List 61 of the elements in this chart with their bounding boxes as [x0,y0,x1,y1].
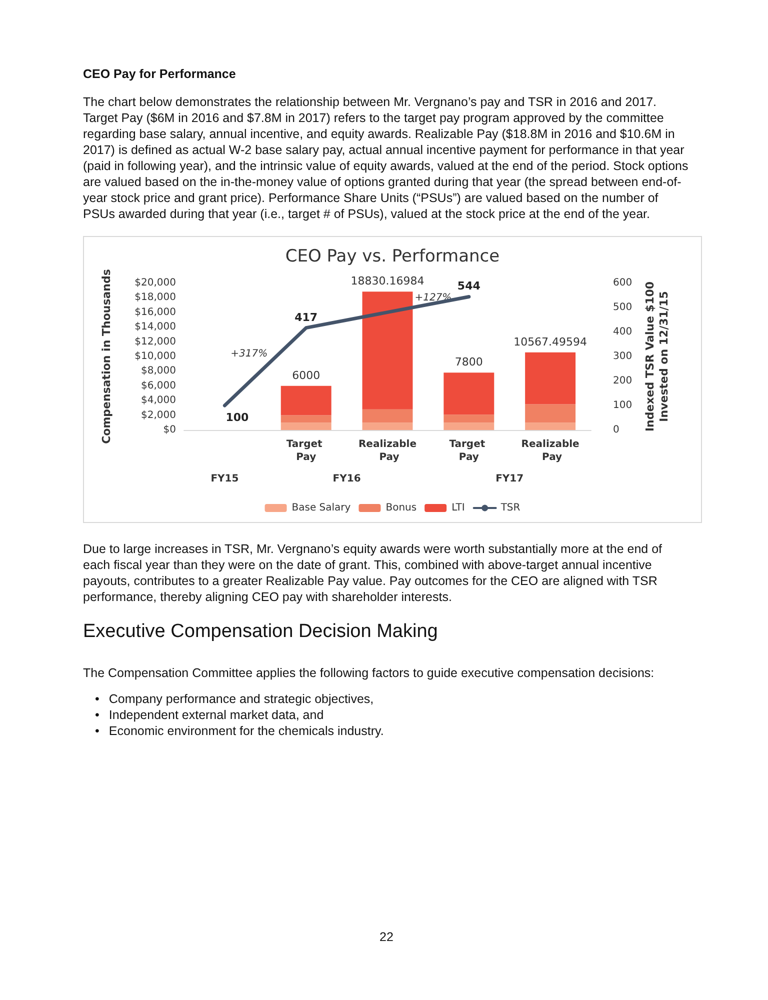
bar [362,422,413,430]
text: The Compensation Committee applies the following factors to guide executive compensation decisions: [83,665,656,681]
text: FY17 [496,474,524,484]
total-label: 10567.49594 [514,335,588,348]
data-label: 100 [226,411,250,424]
text: 22 [378,929,394,945]
bar [444,372,494,415]
legend-label: TSR [500,502,520,514]
data-label: 544 [457,280,481,293]
bar [444,414,494,423]
x-tick-label: Target Pay [286,439,326,463]
text: The chart below demonstrates the relationship between Mr. Vergnano’s pay and TSR in 2016 and 2017. Target Pay ($6M in 2016 and $7.8M in 2017) refers to the target pay program approved by the committee regarding base salary, annual incentive, and equity awards. Realizable Pay ($18.8M in 2016 and $10.6M in 2017) is defined as actual W-2 base salary pay, actual annual incentive payment for performance in that year (paid in following year), and the intrinsic value of equity awards, valued at the end of the period. Stock options are valued based on the in-the-money value of options granted during that year (the spread between end-of-year stock price and grant price). Performance Share Units (“PSUs”) are valued based on the number of PSUs awarded during that year (i.e., target # of PSUs), valued at the stock price at the end of the year. [83,94,690,222]
bar [525,352,576,404]
total-label: 7800 [454,356,483,369]
y-tick-label: $6,000 [141,380,176,392]
bar [362,292,413,410]
text: FY15 [210,474,239,484]
y2-tick-label: 600 [613,278,632,288]
bar [280,415,332,423]
text: • Company performance and strategic objectives, [94,691,375,707]
bar [362,409,413,423]
y-axis-title: Compensation in Thousands [100,268,113,444]
y2-tick-label: 500 [613,302,632,313]
total-label: 18830.16984 [350,274,424,288]
y-tick-label: $18,000 [134,292,176,304]
y-tick-label: $14,000 [134,322,176,333]
y2-tick-label: 100 [613,400,632,411]
y2-tick-label: 300 [613,351,632,362]
y2-tick-label: 0 [613,424,620,436]
bar [280,386,332,416]
bar [525,404,576,423]
y2-tick-label: 200 [613,376,632,386]
data-label: 417 [294,310,318,324]
annotation: +317% [230,348,268,360]
y2-tick-label: 400 [613,326,632,338]
chart-title: CEO Pay vs. Performance [285,246,500,266]
text: • Economic environment for the chemicals industry. [94,723,385,739]
y2-axis-title: Indexed TSR Value $100 Invested on 12/31/15 [643,281,670,432]
legend-label: LTI [452,502,465,514]
y-tick-label: $20,000 [134,278,176,288]
text: FY16 [332,474,361,484]
y-tick-label: $12,000 [134,336,176,348]
bar [280,422,332,430]
total-label: 6000 [292,368,320,382]
text: Executive Compensation Decision Making [83,621,439,643]
text: • Independent external market data, and [94,707,325,723]
y-tick-label: $2,000 [141,410,176,421]
y-tick-label: $8,000 [141,366,176,377]
text: Due to large increases in TSR, Mr. Vergnano’s equity awards were worth substantially more at the end of each fiscal year than they were on the date of grant. This, combined with above-target annual incentive payouts, contributes to a greater Realizable Pay value. Pay outcomes for the CEO are aligned with TSR performance, thereby aligning CEO pay with shareholder interests. [83,541,664,605]
y-tick-label: $4,000 [141,395,176,406]
legend-label: Bonus [386,502,417,514]
text: CEO Pay for Performance [83,66,237,82]
x-tick-label: Realizable Pay [358,439,417,463]
bar [444,422,494,430]
x-tick-label: Realizable Pay [521,439,580,463]
x-tick-label: Target Pay [449,439,489,463]
bar [525,422,576,430]
y-tick-label: $10,000 [134,351,176,362]
y-tick-label: $16,000 [134,306,176,318]
legend-label: Base Salary [292,502,351,514]
y-tick-label: $0 [163,424,176,436]
